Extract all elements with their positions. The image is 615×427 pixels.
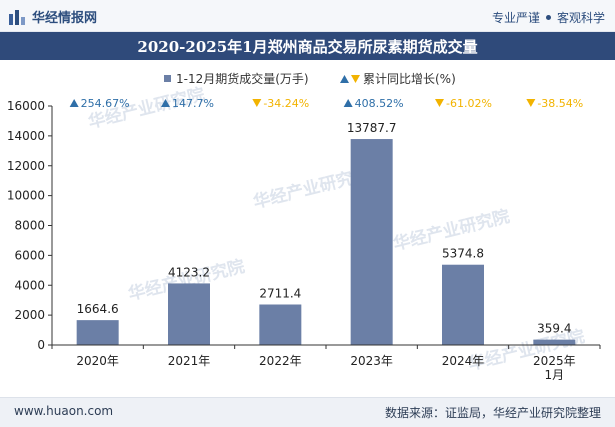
bar [533,339,576,345]
y-tick-label: 16000 [7,99,45,113]
growth-labels: 254.67% 147.7% -34.24% 408.52% -61.02% -38.54… [69,97,583,110]
x-axis: 2020年 2021年 2022年 2023年 2024年 2025年 1月 [51,344,601,382]
tagline-2: 客观科学 [556,11,605,25]
title-bar: 2020-2025年1月郑州商品交易所尿素期货成交量 [0,32,615,60]
brand: 华经情报网 [8,7,97,26]
growth-label: 254.67% [81,97,130,110]
growth-label: 147.7% [172,97,214,110]
x-tick-label: 2020年 [76,354,119,368]
footer-source: 数据来源：证监局，华经产业研究院整理 [384,406,601,420]
footer: www.huaon.com 数据来源：证监局，华经产业研究院整理 [0,397,615,427]
x-tick-label-line: 2025年 [533,354,576,368]
bars: 1664.6 4123.2 2711.4 13787.7 5374.8 359.4 [76,121,576,345]
bar-value-label: 5374.8 [442,247,484,261]
growth-up-icon [69,99,79,107]
bar-value-label: 13787.7 [347,121,397,135]
y-axis: 0 2000 4000 6000 8000 10000 12000 14000 16000 [7,99,53,352]
bar-value-label: 1664.6 [77,302,119,316]
y-tick-label: 4000 [14,278,45,292]
bar-value-label: 4123.2 [168,265,210,279]
legend: 1-12月期货成交量(万手) 累计同比增长(%) [164,71,456,86]
growth-label: -38.54% [537,97,583,110]
bar-value-label: 2711.4 [259,286,301,300]
growth-label: 408.52% [355,97,404,110]
x-tick-label: 2024年 [442,354,485,368]
x-tick-label: 2022年 [259,354,302,368]
x-tick-label-line: 2022年 [259,354,302,368]
y-tick-label: 2000 [14,308,45,322]
x-tick-label-line: 1月 [545,368,565,382]
chart-title: 2020-2025年1月郑州商品交易所尿素期货成交量 [137,37,478,56]
growth-up-icon [161,99,170,107]
x-tick-label-line: 2023年 [350,354,393,368]
logo-icon [8,8,26,26]
y-tick-label: 10000 [7,189,45,203]
x-tick-label: 2023年 [350,354,393,368]
tagline-1: 专业严谨 [491,11,540,25]
bar [259,304,302,345]
y-tick-label: 8000 [14,219,45,233]
growth-down-icon [526,99,536,107]
legend-swatch-volume [164,75,171,82]
legend-label-volume: 1-12月期货成交量(万手) [176,71,309,86]
bar [442,264,484,345]
bar [76,320,119,345]
y-tick-label: 6000 [14,248,45,262]
footer-site: www.huaon.com [14,404,114,418]
y-tick-label: 14000 [7,129,45,143]
growth-label: -61.02% [446,97,492,110]
tagline: 专业严谨 客观科学 [492,9,605,26]
brand-name: 华经情报网 [32,11,98,26]
growth-down-icon [252,99,262,107]
x-tick-label-line: 2020年 [76,354,119,368]
growth-up-icon [343,99,353,107]
bar-value-label: 359.4 [537,322,571,336]
tag-separator-dot [545,15,551,20]
legend-down-triangle-icon [351,75,360,83]
y-tick-label: 0 [37,338,45,352]
bar [350,139,393,345]
legend-label-growth: 累计同比增长(%) [363,72,456,86]
x-tick-label: 2025年 1月 [533,354,576,382]
growth-down-icon [435,99,444,107]
x-tick-label-line: 2021年 [168,354,211,368]
y-tick-label: 12000 [7,159,45,173]
bar [168,283,210,345]
legend-up-triangle-icon [340,75,349,83]
top-bar: 华经情报网 专业严谨 客观科学 [0,0,615,32]
x-tick-label-line: 2024年 [442,354,485,368]
x-tick-label: 2021年 [168,354,211,368]
growth-label: -34.24% [263,97,309,110]
